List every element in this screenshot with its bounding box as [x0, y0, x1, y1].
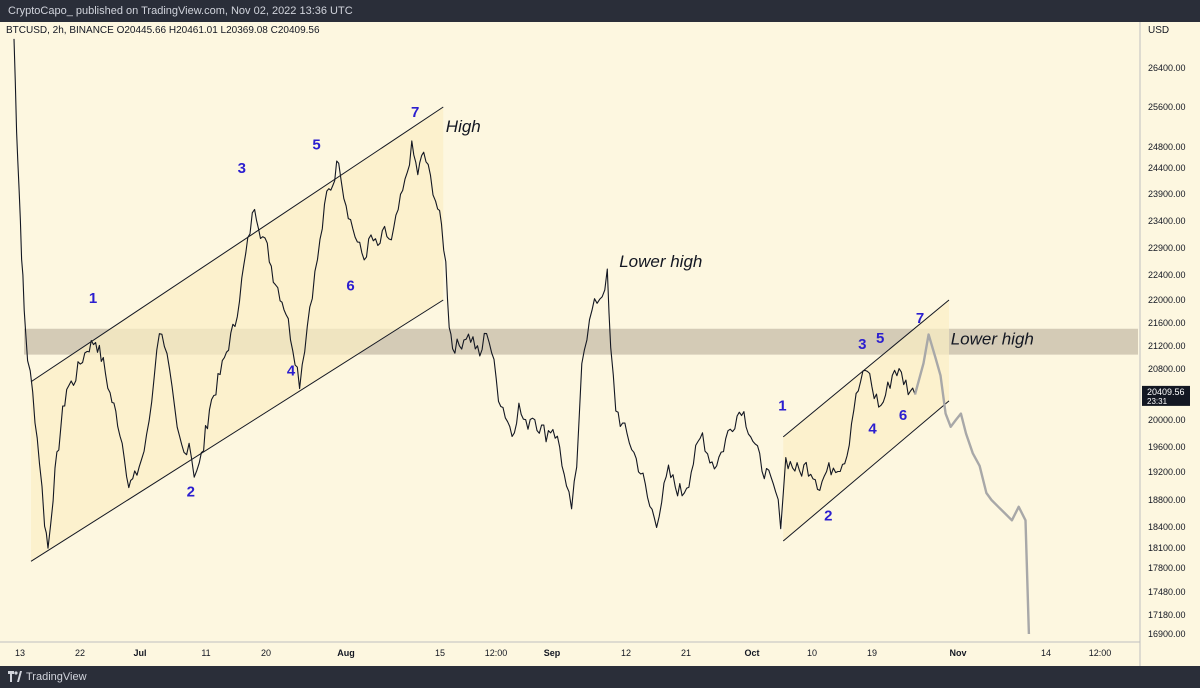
price-axis[interactable]: USD 26400.00 25600.00 24800.00 24400.00 23900… — [1139, 22, 1190, 666]
time-tick-label: Oct — [744, 648, 759, 658]
rising-channels — [30, 106, 950, 562]
projection-line — [913, 333, 1031, 635]
time-tick-label: Aug — [337, 648, 355, 658]
projection-path — [913, 333, 1031, 635]
price-tick-label: 20000.00 — [1148, 415, 1186, 425]
wave-label-3: 3 — [238, 160, 246, 177]
price-tick-label: 22400.00 — [1148, 270, 1186, 280]
time-tick-label: Sep — [544, 648, 561, 658]
time-tick-label: 12 — [621, 648, 631, 658]
channel-upper-line-1 — [30, 106, 444, 383]
time-tick-label: 12:00 — [1089, 648, 1112, 658]
price-tick-label: 26400.00 — [1148, 63, 1186, 73]
price-tick-label: 25600.00 — [1148, 102, 1186, 112]
time-tick-label: 10 — [807, 648, 817, 658]
time-tick-label: 13 — [15, 648, 25, 658]
wave-label-1: 1 — [89, 290, 97, 307]
price-tick-label: 17180.00 — [1148, 610, 1186, 620]
price-series — [13, 38, 916, 549]
price-tick-label: 24400.00 — [1148, 163, 1186, 173]
last-price-badge — [1142, 385, 1190, 406]
wave-label-7: 7 — [411, 104, 419, 121]
price-axis-unit: USD — [1148, 25, 1169, 36]
wave-label-4: 4 — [868, 421, 877, 438]
time-tick-label: 15 — [435, 648, 445, 658]
price-tick-label: 20800.00 — [1148, 364, 1186, 374]
wave-label-5: 5 — [312, 137, 320, 154]
time-tick-label: 12:00 — [485, 648, 508, 658]
wave-label-4: 4 — [287, 362, 296, 379]
bar-countdown-label: 23:31 — [1147, 397, 1168, 406]
wave-label-2: 2 — [187, 484, 195, 501]
price-tick-label: 22000.00 — [1148, 295, 1186, 305]
time-tick-label: 21 — [681, 648, 691, 658]
wave-labels: 1 2 3 4 5 6 7 1 2 3 4 5 6 7 — [89, 104, 924, 524]
price-tick-label: 23900.00 — [1148, 189, 1186, 199]
time-tick-label: 22 — [75, 648, 85, 658]
wave-label-6: 6 — [899, 407, 907, 424]
time-tick-label: 20 — [261, 648, 271, 658]
wave-label-7: 7 — [916, 310, 924, 327]
wave-label-5: 5 — [876, 330, 884, 347]
annotation-1: High — [446, 117, 481, 136]
time-tick-label: 19 — [867, 648, 877, 658]
publish-bar: CryptoCapo_ published on TradingView.com… — [0, 0, 1200, 22]
price-tick-label: 21600.00 — [1148, 318, 1186, 328]
wave-label-3: 3 — [858, 336, 866, 353]
annotations: High Lower high Lower high — [446, 117, 1034, 348]
footer-brand: TradingView — [26, 671, 87, 683]
channel-fill-2 — [783, 300, 949, 541]
price-tick-label: 18400.00 — [1148, 522, 1186, 532]
tradingview-logo-icon — [8, 671, 22, 682]
channel-lower-line-1 — [30, 299, 444, 562]
last-price-label: 20409.56 — [1147, 387, 1185, 397]
price-tick-label: 22900.00 — [1148, 243, 1186, 253]
annotation-3: Lower high — [951, 329, 1034, 348]
ticker-legend: BTCUSD, 2h, BINANCE O20445.66 H20461.01 … — [6, 25, 320, 36]
time-axis[interactable]: 13 22 Jul 11 20 Aug 15 12:00 Sep 12 21 Oct 10 19 Nov 14… — [0, 641, 1140, 658]
channel-upper-line-2 — [782, 299, 950, 438]
price-tick-label: 21200.00 — [1148, 341, 1186, 351]
time-tick-label: 11 — [201, 648, 210, 658]
channel-fill-1 — [31, 107, 444, 562]
price-tick-label: 16900.00 — [1148, 629, 1186, 639]
time-tick-label: 14 — [1041, 648, 1051, 658]
price-tick-label: 19200.00 — [1148, 467, 1186, 477]
price-tick-label: 17800.00 — [1148, 563, 1186, 573]
price-tick-label: 18100.00 — [1148, 543, 1186, 553]
time-tick-label: Nov — [949, 648, 966, 658]
price-line — [13, 38, 916, 549]
price-tick-label: 23400.00 — [1148, 216, 1186, 226]
wave-label-2: 2 — [824, 507, 832, 524]
price-tick-label: 18800.00 — [1148, 495, 1186, 505]
annotation-2: Lower high — [619, 252, 702, 271]
footer-bar: TradingView — [0, 666, 1200, 688]
time-tick-label: Jul — [133, 648, 146, 658]
price-tick-label: 17480.00 — [1148, 587, 1186, 597]
wave-label-1: 1 — [778, 397, 786, 414]
wave-label-6: 6 — [346, 278, 354, 295]
price-tick-label: 19600.00 — [1148, 442, 1186, 452]
publish-info: CryptoCapo_ published on TradingView.com… — [8, 5, 353, 17]
price-tick-label: 24800.00 — [1148, 142, 1186, 152]
channel-lower-line-2 — [782, 400, 950, 542]
